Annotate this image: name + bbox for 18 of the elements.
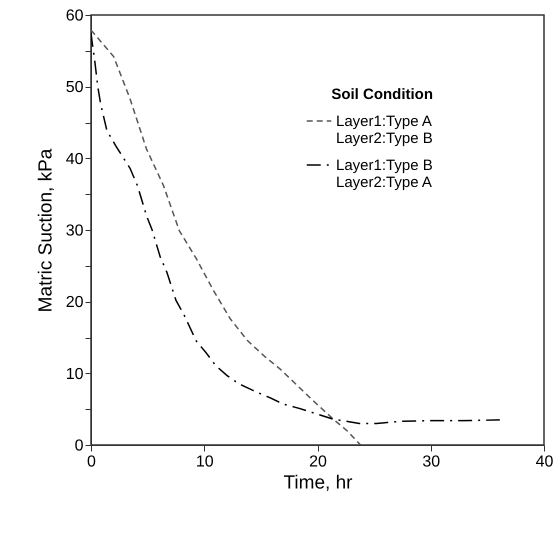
legend-label: Layer1:Type A Layer2:Type B <box>336 113 433 147</box>
line-series <box>91 32 501 424</box>
y-axis-title: Matric Suction, kPa <box>36 148 57 312</box>
y-tick-label: 0 <box>74 438 84 454</box>
x-tick-label: 10 <box>196 454 214 470</box>
y-tick-label: 10 <box>66 366 84 383</box>
legend-label: Layer1:Type B Layer2:Type A <box>336 157 433 191</box>
y-tick-label: 40 <box>66 150 84 168</box>
x-tick-label: 40 <box>536 454 554 470</box>
x-tick-label: 30 <box>422 454 440 470</box>
y-tick-label: 50 <box>66 79 84 96</box>
x-axis-title: Time, hr <box>284 472 354 494</box>
x-tick-label: 0 <box>87 454 96 470</box>
legend-title: Soil Condition <box>331 86 433 103</box>
y-tick-label: 30 <box>66 222 84 240</box>
y-tick-label: 20 <box>66 294 84 312</box>
x-tick-label: 20 <box>309 454 327 470</box>
y-tick-label: 60 <box>66 8 84 24</box>
